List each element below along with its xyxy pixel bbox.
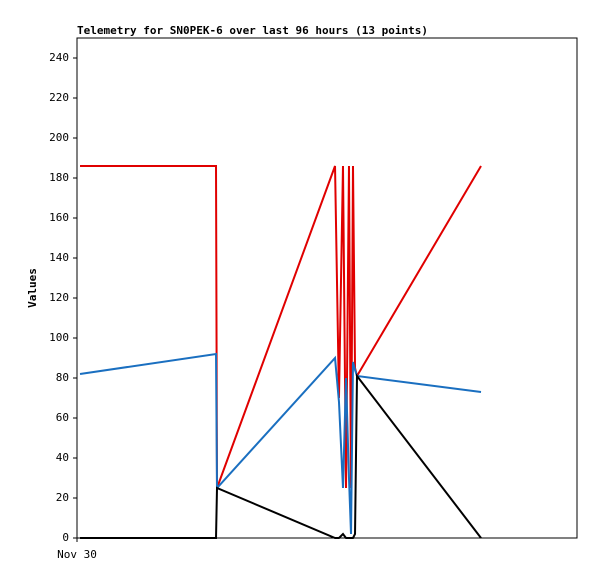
y-axis-label: Values — [26, 268, 39, 308]
series-line — [80, 165, 482, 489]
y-tick-label: 120 — [49, 291, 69, 304]
plot-frame — [76, 37, 578, 539]
y-tick-label: 240 — [49, 51, 69, 64]
y-tick-label: 200 — [49, 131, 69, 144]
y-tick-label: 220 — [49, 91, 69, 104]
y-tick-label: 40 — [56, 451, 69, 464]
y-tick-label: 180 — [49, 171, 69, 184]
y-tick-label: 100 — [49, 331, 69, 344]
series-line — [80, 373, 482, 539]
y-tick-label: 0 — [62, 531, 69, 544]
y-tick-label: 160 — [49, 211, 69, 224]
y-tick-label: 80 — [56, 371, 69, 384]
series-line — [79, 352, 482, 535]
x-tick-label: Nov 30 — [57, 548, 97, 561]
y-tick-label: 140 — [49, 251, 69, 264]
y-tick-label: 60 — [56, 411, 69, 424]
chart-title: Telemetry for SN0PEK-6 over last 96 hour… — [77, 24, 428, 37]
y-tick-label: 20 — [56, 491, 69, 504]
